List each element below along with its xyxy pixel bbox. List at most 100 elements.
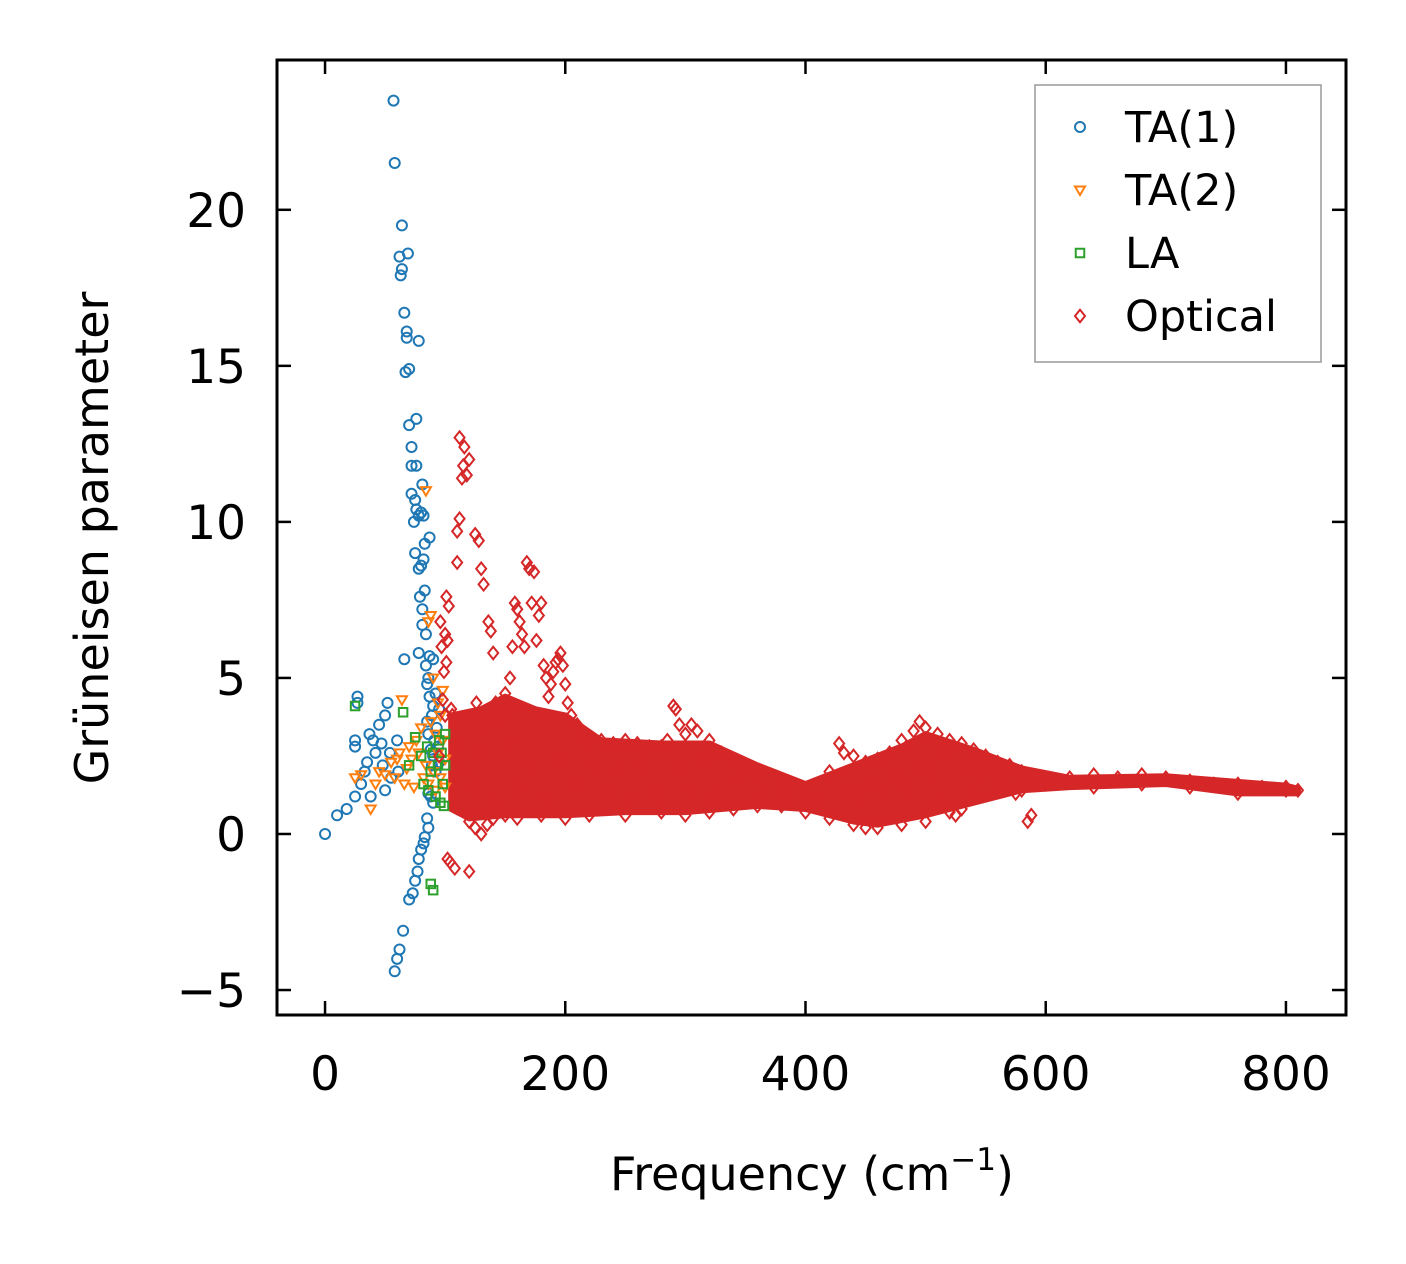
data-point bbox=[751, 798, 764, 814]
x-tick-label: 600 bbox=[1001, 1047, 1091, 1102]
data-point bbox=[375, 737, 388, 750]
data-point bbox=[637, 757, 650, 774]
y-axis-title: Grüneisen parameter bbox=[65, 291, 119, 784]
data-point bbox=[943, 804, 956, 820]
data-point bbox=[405, 440, 418, 453]
data-point bbox=[525, 595, 538, 611]
series-la bbox=[349, 700, 451, 896]
data-point bbox=[394, 269, 407, 282]
x-axis-title-main: Frequency (cm bbox=[610, 1147, 950, 1201]
data-point bbox=[427, 884, 439, 896]
data-point bbox=[412, 334, 425, 347]
data-point bbox=[799, 804, 812, 820]
data-point bbox=[387, 773, 402, 785]
data-point bbox=[1279, 779, 1293, 796]
data-point bbox=[415, 750, 427, 762]
data-point bbox=[412, 562, 425, 575]
data-point bbox=[501, 701, 514, 718]
data-point bbox=[348, 773, 362, 785]
data-point bbox=[361, 756, 374, 769]
data-point bbox=[440, 654, 453, 671]
data-point bbox=[458, 439, 471, 455]
data-point bbox=[1183, 773, 1197, 789]
data-point bbox=[437, 663, 451, 680]
data-point bbox=[832, 735, 846, 752]
data-point bbox=[589, 757, 602, 774]
data-point bbox=[1039, 776, 1052, 792]
data-point bbox=[403, 893, 416, 906]
data-point bbox=[823, 810, 836, 827]
data-point bbox=[669, 701, 683, 718]
data-point bbox=[492, 707, 506, 724]
data-point bbox=[1015, 782, 1028, 799]
data-point bbox=[1159, 769, 1173, 786]
data-point bbox=[961, 757, 974, 774]
data-point bbox=[510, 601, 524, 618]
data-point bbox=[439, 760, 451, 771]
data-point bbox=[415, 559, 428, 572]
data-point bbox=[871, 819, 884, 836]
data-point bbox=[733, 769, 746, 786]
data-point bbox=[775, 776, 788, 792]
data-point bbox=[583, 807, 596, 824]
data-point bbox=[416, 773, 431, 785]
data-point bbox=[955, 735, 968, 752]
data-point bbox=[546, 663, 560, 680]
data-point bbox=[349, 734, 362, 747]
data-point bbox=[423, 650, 436, 663]
data-point bbox=[395, 219, 408, 232]
series-optical bbox=[432, 429, 1305, 880]
data-point bbox=[486, 810, 500, 827]
data-point bbox=[973, 763, 986, 780]
data-point bbox=[1021, 813, 1034, 830]
data-point bbox=[1027, 769, 1040, 786]
data-point bbox=[847, 748, 860, 764]
data-point bbox=[1135, 766, 1149, 783]
data-point bbox=[387, 94, 400, 107]
data-point bbox=[391, 734, 404, 747]
data-point bbox=[847, 816, 860, 833]
data-point bbox=[415, 843, 428, 856]
data-point bbox=[404, 754, 419, 767]
data-point bbox=[907, 723, 920, 739]
data-point bbox=[468, 526, 482, 543]
data-point bbox=[631, 735, 644, 752]
data-point bbox=[558, 676, 572, 693]
data-point bbox=[556, 657, 570, 674]
data-point bbox=[403, 760, 415, 771]
data-point bbox=[967, 741, 980, 758]
data-point bbox=[919, 813, 932, 830]
legend-label: TA(1) bbox=[1124, 103, 1238, 153]
data-point bbox=[474, 744, 488, 761]
data-point bbox=[619, 807, 632, 824]
data-point bbox=[368, 779, 383, 792]
legend-marker bbox=[1073, 308, 1087, 324]
data-point bbox=[937, 748, 950, 764]
data-point bbox=[540, 788, 554, 805]
data-point bbox=[453, 429, 466, 446]
data-point bbox=[513, 613, 526, 630]
data-point bbox=[397, 924, 410, 937]
data-point bbox=[416, 603, 429, 616]
data-point bbox=[433, 710, 448, 723]
data-point bbox=[542, 688, 555, 705]
data-point bbox=[438, 800, 450, 812]
data-point bbox=[450, 523, 464, 540]
data-point bbox=[364, 790, 377, 803]
data-point bbox=[418, 584, 431, 597]
y-tick-label: 0 bbox=[216, 808, 246, 863]
data-point bbox=[403, 419, 416, 432]
data-point bbox=[1003, 757, 1016, 774]
data-point bbox=[417, 553, 430, 566]
data-point bbox=[775, 798, 788, 814]
data-point bbox=[520, 554, 534, 571]
data-point bbox=[530, 632, 543, 649]
data-point bbox=[564, 707, 578, 724]
y-tick-label: −5 bbox=[177, 964, 246, 1019]
data-point bbox=[496, 701, 510, 718]
data-point bbox=[400, 331, 413, 344]
data-point bbox=[384, 757, 398, 770]
legend-label: TA(2) bbox=[1124, 166, 1238, 216]
data-point bbox=[727, 801, 740, 817]
data-point bbox=[409, 547, 422, 560]
